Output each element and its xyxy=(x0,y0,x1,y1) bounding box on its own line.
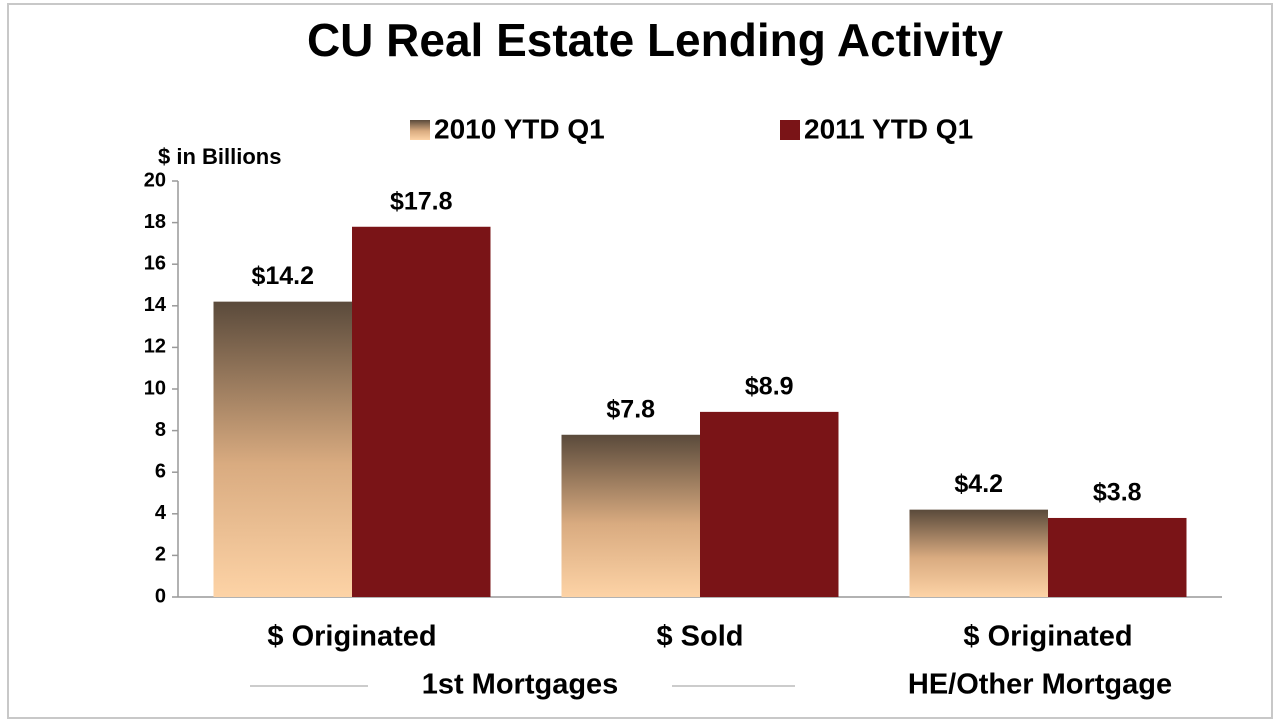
y-tick-label: 8 xyxy=(155,419,166,441)
y-axis-label: $ in Billions xyxy=(158,144,281,169)
value-label: $4.2 xyxy=(954,470,1003,498)
y-tick-label: 10 xyxy=(144,377,166,399)
bar xyxy=(700,411,839,597)
legend-label: 2010 YTD Q1 xyxy=(434,113,605,144)
legend-swatch xyxy=(780,120,800,140)
y-tick-label: 14 xyxy=(144,294,167,316)
legend-swatch xyxy=(410,120,430,140)
value-label: $8.9 xyxy=(745,372,794,400)
y-tick-label: 20 xyxy=(144,169,166,191)
bar xyxy=(352,226,491,597)
value-label: $14.2 xyxy=(251,262,314,290)
bar xyxy=(561,434,700,597)
x-tick-label: $ Sold xyxy=(656,621,743,653)
group-label: 1st Mortgages xyxy=(422,669,619,701)
x-tick-label: $ Originated xyxy=(963,621,1132,653)
y-tick-label: 16 xyxy=(144,252,166,274)
bar xyxy=(213,301,352,597)
x-tick-label: $ Originated xyxy=(267,621,436,653)
y-tick-label: 12 xyxy=(144,336,166,358)
y-tick-label: 18 xyxy=(144,211,166,233)
frame xyxy=(7,3,1273,719)
bar xyxy=(909,509,1048,597)
legend-label: 2011 YTD Q1 xyxy=(804,113,973,144)
value-label: $17.8 xyxy=(390,187,453,215)
value-label: $3.8 xyxy=(1093,479,1142,507)
bar xyxy=(1048,517,1187,597)
y-tick-label: 0 xyxy=(155,585,166,607)
group-label: HE/Other Mortgage xyxy=(908,669,1172,701)
chart-title: CU Real Estate Lending Activity xyxy=(307,14,1004,66)
y-tick-label: 6 xyxy=(155,460,166,482)
y-tick-label: 2 xyxy=(155,544,166,566)
y-tick-label: 4 xyxy=(155,502,167,524)
value-label: $7.8 xyxy=(606,395,655,423)
